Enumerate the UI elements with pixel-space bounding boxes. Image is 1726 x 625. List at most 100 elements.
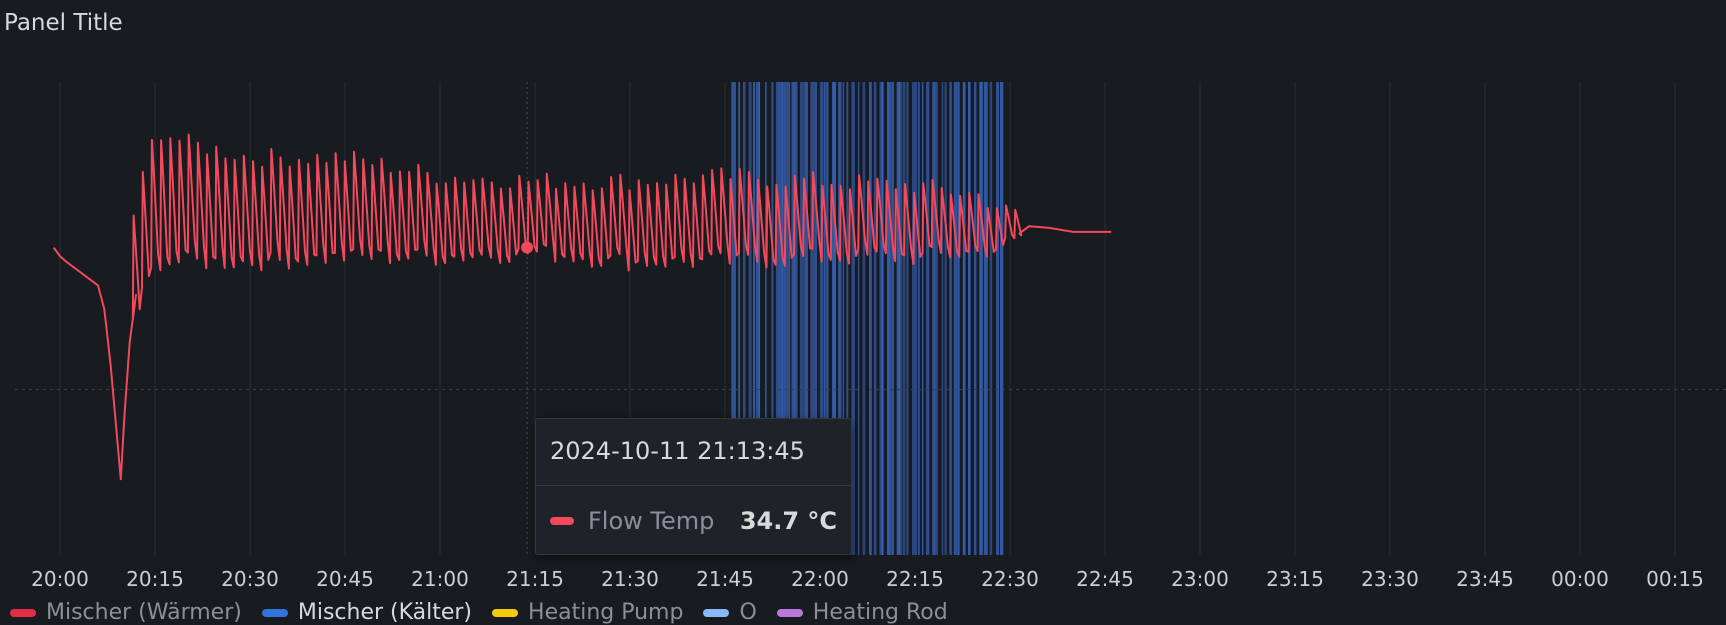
band-stripe (805, 82, 808, 555)
band-stripe (781, 82, 785, 555)
band-stripe (733, 82, 736, 555)
band-stripe (926, 82, 930, 555)
legend-label: Heating Rod (812, 600, 948, 625)
legend-item[interactable]: Heating Rod (776, 600, 948, 625)
x-tick-label: 20:45 (316, 567, 374, 591)
x-axis-ticks: 20:00 20:15 20:30 20:45 21:00 21:15 21:30 21:45… (31, 567, 1704, 591)
band-stripe (932, 82, 936, 555)
panel-title: Panel Title (4, 10, 123, 36)
band-stripe (748, 82, 752, 555)
x-tick-label: 21:30 (601, 567, 659, 591)
band-stripe (906, 82, 909, 555)
band-stripe (892, 82, 894, 555)
band-stripe (778, 82, 783, 555)
tooltip-timestamp: 2024-10-11 21:13:45 (550, 437, 805, 465)
band-stripe (899, 82, 903, 555)
band-stripe (838, 82, 842, 555)
legend-swatch (492, 608, 519, 617)
band-stripe (846, 82, 849, 555)
legend-item[interactable]: Mischer (Kälter) (261, 600, 473, 625)
tooltip-series-swatch (550, 517, 574, 525)
band-stripe (820, 82, 823, 555)
band-stripe (979, 82, 983, 555)
hover-tooltip: 2024-10-11 21:13:45 Flow Temp 34.7 °C (535, 418, 852, 555)
legend-swatch (776, 608, 803, 617)
x-tick-label: 00:15 (1646, 567, 1704, 591)
band-stripe (962, 82, 966, 555)
legend-label: Mischer (Kälter) (297, 600, 473, 625)
timeseries-chart[interactable]: 20:00 20:15 20:30 20:45 21:00 21:15 21:30 21:45… (0, 0, 1726, 600)
band-stripe (765, 82, 767, 555)
flow-temp-series-line (52, 133, 1112, 481)
band-stripe (810, 82, 815, 555)
grid-lines (59, 82, 1676, 555)
band-stripe (800, 82, 804, 555)
band-stripe (803, 82, 806, 555)
band-stripe (879, 82, 884, 555)
x-tick-label: 22:45 (1076, 567, 1134, 591)
band-stripe (771, 82, 774, 555)
x-tick-label: 20:30 (221, 567, 279, 591)
legend-label: O (739, 600, 757, 625)
x-tick-label: 20:00 (31, 567, 89, 591)
band-stripe (814, 82, 818, 555)
x-tick-label: 00:00 (1551, 567, 1609, 591)
legend-item[interactable]: Mischer (Wärmer) (10, 600, 242, 625)
band-stripe (902, 82, 906, 555)
x-tick-label: 20:15 (126, 567, 184, 591)
band-stripe (791, 82, 796, 555)
band-stripe (755, 82, 759, 555)
band-stripe (832, 82, 836, 555)
band-stripe (826, 82, 829, 555)
x-tick-label: 21:15 (506, 567, 564, 591)
band-stripe (758, 82, 761, 555)
tooltip-series-value: 34.7 °C (739, 507, 837, 535)
legend-label: Heating Pump (528, 600, 684, 625)
band-stripe (862, 82, 866, 555)
band-stripe (851, 82, 855, 555)
band-stripe (968, 82, 971, 555)
band-stripe (857, 82, 860, 555)
band-stripe (944, 82, 947, 555)
band-stripe (873, 82, 877, 555)
band-stripe (921, 82, 924, 555)
band-stripe (957, 82, 960, 555)
x-tick-label: 21:45 (696, 567, 754, 591)
band-stripe (974, 82, 977, 555)
band-stripe (743, 82, 746, 555)
tooltip-series-label: Flow Temp (588, 507, 715, 535)
band-stripe (869, 82, 872, 555)
band-stripe (784, 82, 788, 555)
legend-item[interactable]: O (703, 600, 757, 625)
hover-point (521, 241, 534, 254)
band-stripe (996, 82, 999, 555)
mischer-kaelter-bands (731, 82, 1004, 555)
band-stripe (989, 82, 993, 555)
x-tick-label: 22:30 (981, 567, 1039, 591)
x-tick-label: 22:00 (791, 567, 849, 591)
legend-item[interactable]: Heating Pump (492, 600, 683, 625)
band-stripe (775, 82, 780, 555)
band-stripe (890, 82, 894, 555)
band-stripe (912, 82, 914, 555)
band-stripe (731, 82, 734, 555)
band-stripe (918, 82, 920, 555)
x-tick-label: 22:15 (886, 567, 944, 591)
legend-swatch (10, 608, 36, 617)
band-stripe (914, 82, 918, 555)
x-tick-label: 23:30 (1361, 567, 1419, 591)
band-stripe (886, 82, 891, 555)
band-stripe (842, 82, 845, 555)
legend-label: Mischer (Wärmer) (46, 600, 242, 625)
band-stripe (881, 82, 884, 555)
band-stripe (935, 82, 938, 555)
legend-swatch (703, 608, 730, 617)
x-tick-label: 23:00 (1171, 567, 1229, 591)
band-stripe (738, 82, 740, 555)
tooltip-divider (536, 485, 851, 486)
band-stripe (999, 82, 1004, 555)
band-stripe (983, 82, 988, 555)
band-stripe (953, 82, 958, 555)
chart-legend: Mischer (Wärmer) Mischer (Kälter) Heating … (10, 600, 948, 625)
x-tick-label: 23:45 (1456, 567, 1514, 591)
